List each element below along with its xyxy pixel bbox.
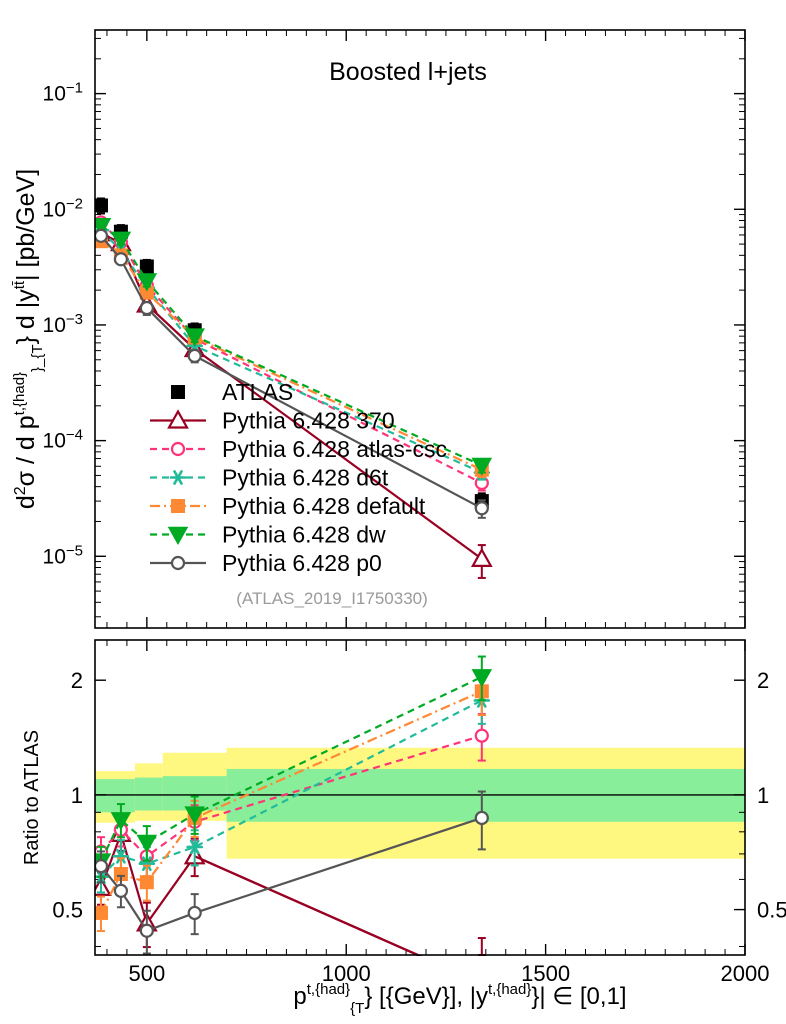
marker-circle-open: [474, 728, 489, 743]
marker-circle-open: [93, 859, 109, 874]
marker-circle-open: [170, 441, 186, 457]
marker-triangle-open: [470, 547, 493, 567]
ratio-panel-frame: [94, 639, 746, 956]
analysis-id: (ATLAS_2019_I1750330): [236, 589, 428, 608]
marker-circle-open: [113, 252, 129, 267]
main-panel-frame: [94, 29, 746, 629]
marker-triangle-down: [136, 273, 158, 292]
marker-square: [139, 259, 154, 274]
clip-top: [0, 0, 786, 30]
marker-square: [139, 285, 154, 300]
y-axis-label-main: d2σ / d pt,{had}}_{T} d |ytt̄| [pb/GeV]: [11, 169, 46, 509]
legend-label-atlas_csc: Pythia 6.428 atlas-csc: [222, 436, 447, 462]
marker-triangle-down: [184, 806, 205, 825]
marker-triangle-down: [471, 457, 493, 476]
marker-circle-open: [474, 501, 489, 516]
marker-circle-open: [113, 883, 129, 898]
ratio-band-inner: [134, 777, 163, 811]
marker-square: [171, 385, 185, 399]
y-tick-label-ratio: 0.5: [52, 898, 83, 923]
marker-square: [93, 198, 108, 213]
x-tick-label: 2000: [721, 961, 770, 986]
y-tick-label-ratio-right: 0.5: [757, 898, 786, 923]
marker-circle-open: [187, 905, 202, 921]
x-tick-label: 500: [128, 961, 165, 986]
marker-square: [93, 905, 108, 920]
marker-triangle-down: [110, 231, 132, 250]
y-tick-label-ratio: 1: [71, 783, 83, 808]
legend-label-dw: Pythia 6.428 dw: [222, 522, 386, 548]
series-line-ratio: [99, 675, 483, 862]
x-axis-label: pt,{had}{T} [{GeV}], |yt,{had}}| ∈ [0,1]: [293, 981, 626, 1017]
marker-circle-open: [93, 228, 109, 243]
legend-label-d6t: Pythia 6.428 d6t: [222, 465, 389, 491]
marker-circle-open: [139, 923, 154, 938]
panel-title: Boosted l+jets: [329, 58, 487, 86]
legend-label-p370: Pythia 6.428 370: [222, 408, 395, 434]
marker-circle-open: [170, 555, 186, 571]
y-tick-label-ratio: 2: [71, 668, 83, 693]
marker-star: [189, 839, 200, 855]
legend-label-default: Pythia 6.428 default: [222, 493, 426, 519]
marker-triangle-down: [90, 218, 112, 237]
y-tick-label-ratio-right: 2: [757, 668, 769, 693]
marker-square: [113, 866, 128, 881]
marker-star: [116, 848, 126, 864]
marker-circle-open: [187, 348, 202, 364]
clip-bottom: [0, 956, 786, 1024]
marker-square: [171, 499, 185, 513]
clip-left: [0, 0, 95, 1024]
x-tick-label: 1000: [322, 961, 371, 986]
legend-label-p0: Pythia 6.428 p0: [222, 550, 382, 576]
legend-label-atlas: ATLAS: [222, 379, 293, 405]
y-axis-label-ratio: Ratio to ATLAS: [21, 730, 43, 865]
marker-triangle-down: [136, 834, 158, 854]
marker-star: [173, 470, 183, 485]
clip-right: [746, 0, 786, 1024]
marker-triangle-down: [471, 669, 493, 688]
marker-triangle-down: [110, 812, 132, 831]
marker-triangle-down: [167, 526, 189, 546]
y-tick-label-main: 10−4: [43, 427, 83, 453]
marker-circle-open: [474, 810, 489, 826]
marker-square: [139, 875, 154, 890]
marker-triangle-down: [184, 328, 205, 347]
y-tick-label-ratio-right: 1: [757, 783, 769, 808]
series-line-ratio-offscale: [194, 855, 419, 957]
marker-circle-open: [139, 300, 154, 316]
marker-triangle-open: [167, 409, 189, 429]
x-tick-label: 1500: [521, 961, 570, 986]
series-line-ratio: [100, 690, 483, 914]
ratio-band-inner: [95, 779, 107, 813]
clip-mid: [0, 629, 786, 640]
marker-star: [142, 856, 152, 872]
